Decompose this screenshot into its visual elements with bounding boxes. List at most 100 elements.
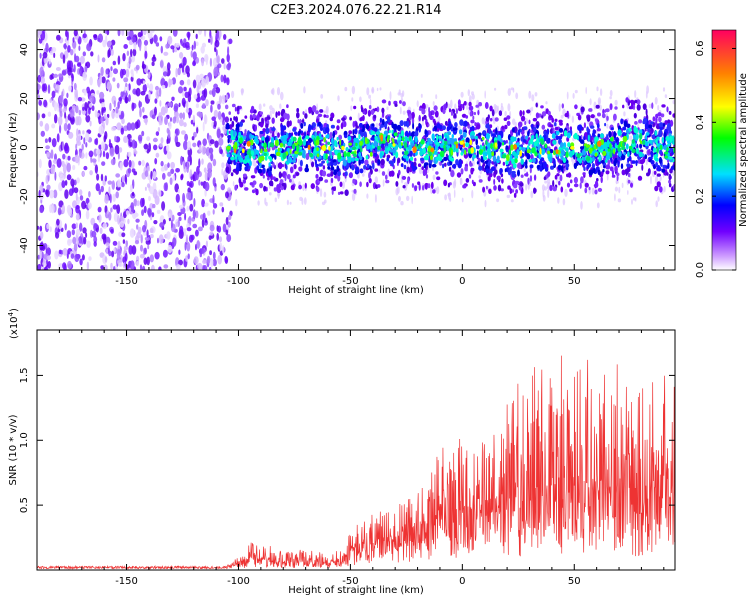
- band-speck: [503, 117, 508, 121]
- noise-speck: [83, 165, 88, 171]
- halo-speck: [269, 105, 273, 111]
- noise-speck: [51, 123, 56, 129]
- band-speck: [238, 155, 242, 160]
- band-speck: [273, 187, 277, 192]
- noise-speck: [218, 30, 222, 38]
- noise-speck: [218, 137, 224, 146]
- band-speck: [446, 144, 449, 151]
- band-speck: [358, 153, 361, 157]
- noise-speck: [183, 228, 187, 237]
- band-speck: [452, 149, 456, 153]
- band-speck: [236, 162, 240, 170]
- halo-speck: [337, 95, 340, 102]
- noise-speck: [143, 205, 147, 214]
- noise-speck: [152, 203, 156, 209]
- band-speck: [561, 103, 564, 109]
- noise-speck: [128, 138, 131, 146]
- noise-speck: [201, 218, 205, 228]
- halo-speck: [672, 100, 675, 105]
- noise-speck: [123, 44, 128, 49]
- band-speck: [662, 164, 666, 169]
- band-speck: [547, 150, 551, 155]
- noise-speck: [112, 60, 117, 66]
- halo-speck: [289, 201, 292, 205]
- noise-speck: [195, 210, 199, 219]
- band-speck: [310, 183, 315, 190]
- band-speck: [478, 179, 483, 183]
- band-speck: [471, 179, 474, 185]
- noise-speck: [50, 149, 54, 160]
- noise-speck: [63, 98, 68, 107]
- noise-speck: [84, 65, 88, 74]
- snr-y-tick-label: 0.5: [19, 497, 30, 513]
- halo-speck: [461, 197, 464, 203]
- band-speck: [622, 135, 628, 143]
- halo-speck: [515, 92, 519, 100]
- noise-speck: [195, 229, 199, 237]
- noise-speck: [147, 244, 150, 250]
- noise-speck: [102, 106, 106, 112]
- band-speck: [661, 168, 666, 173]
- band-speck: [259, 122, 264, 128]
- noise-speck: [82, 171, 85, 176]
- noise-speck: [184, 41, 190, 49]
- noise-speck: [212, 251, 216, 260]
- noise-speck: [131, 102, 135, 112]
- halo-speck: [351, 85, 356, 95]
- band-speck: [330, 166, 335, 171]
- band-speck: [243, 142, 246, 146]
- band-speck: [414, 136, 418, 143]
- band-speck: [513, 144, 517, 150]
- halo-speck: [225, 94, 229, 101]
- halo-speck: [453, 189, 456, 199]
- noise-speck: [52, 159, 58, 164]
- halo-speck: [301, 197, 304, 205]
- band-speck: [579, 139, 585, 145]
- halo-speck: [531, 106, 534, 112]
- band-speck: [552, 127, 555, 135]
- band-speck: [381, 171, 386, 176]
- band-speck: [517, 137, 520, 142]
- snr-y-tick-label: 1.5: [19, 367, 30, 383]
- band-speck: [506, 149, 509, 153]
- noise-speck: [61, 141, 65, 151]
- band-speck: [265, 123, 269, 129]
- snr-axes: -150 -100 -50 0 500.51.01.5: [19, 329, 676, 587]
- band-speck: [345, 147, 349, 152]
- halo-speck: [275, 129, 278, 135]
- snr-x-tick-label: 0: [459, 576, 465, 587]
- halo-speck: [320, 94, 324, 99]
- noise-speck: [53, 101, 58, 112]
- band-speck: [574, 104, 578, 110]
- band-speck: [286, 174, 291, 180]
- noise-speck: [97, 153, 100, 163]
- halo-speck: [269, 110, 272, 119]
- halo-speck: [445, 150, 449, 155]
- noise-speck: [172, 30, 178, 37]
- halo-speck: [507, 103, 511, 112]
- band-speck: [520, 174, 524, 178]
- band-speck: [281, 138, 284, 142]
- noise-speck: [226, 234, 232, 243]
- noise-speck: [149, 83, 154, 92]
- band-speck: [333, 162, 338, 166]
- halo-speck: [276, 161, 279, 169]
- noise-speck: [223, 74, 227, 84]
- noise-speck: [51, 90, 56, 99]
- band-speck: [449, 137, 454, 142]
- band-speck: [609, 151, 613, 158]
- band-speck: [628, 127, 632, 132]
- band-speck: [231, 120, 235, 128]
- band-speck: [248, 153, 252, 159]
- noise-speck: [175, 264, 181, 270]
- noise-speck: [186, 241, 191, 252]
- noise-speck: [185, 234, 189, 244]
- band-speck: [434, 110, 439, 118]
- band-speck: [560, 165, 564, 173]
- noise-speck: [62, 248, 68, 256]
- halo-speck: [425, 105, 428, 112]
- noise-speck: [208, 38, 211, 43]
- noise-speck: [129, 228, 135, 238]
- band-speck: [514, 158, 518, 164]
- band-speck: [408, 135, 412, 141]
